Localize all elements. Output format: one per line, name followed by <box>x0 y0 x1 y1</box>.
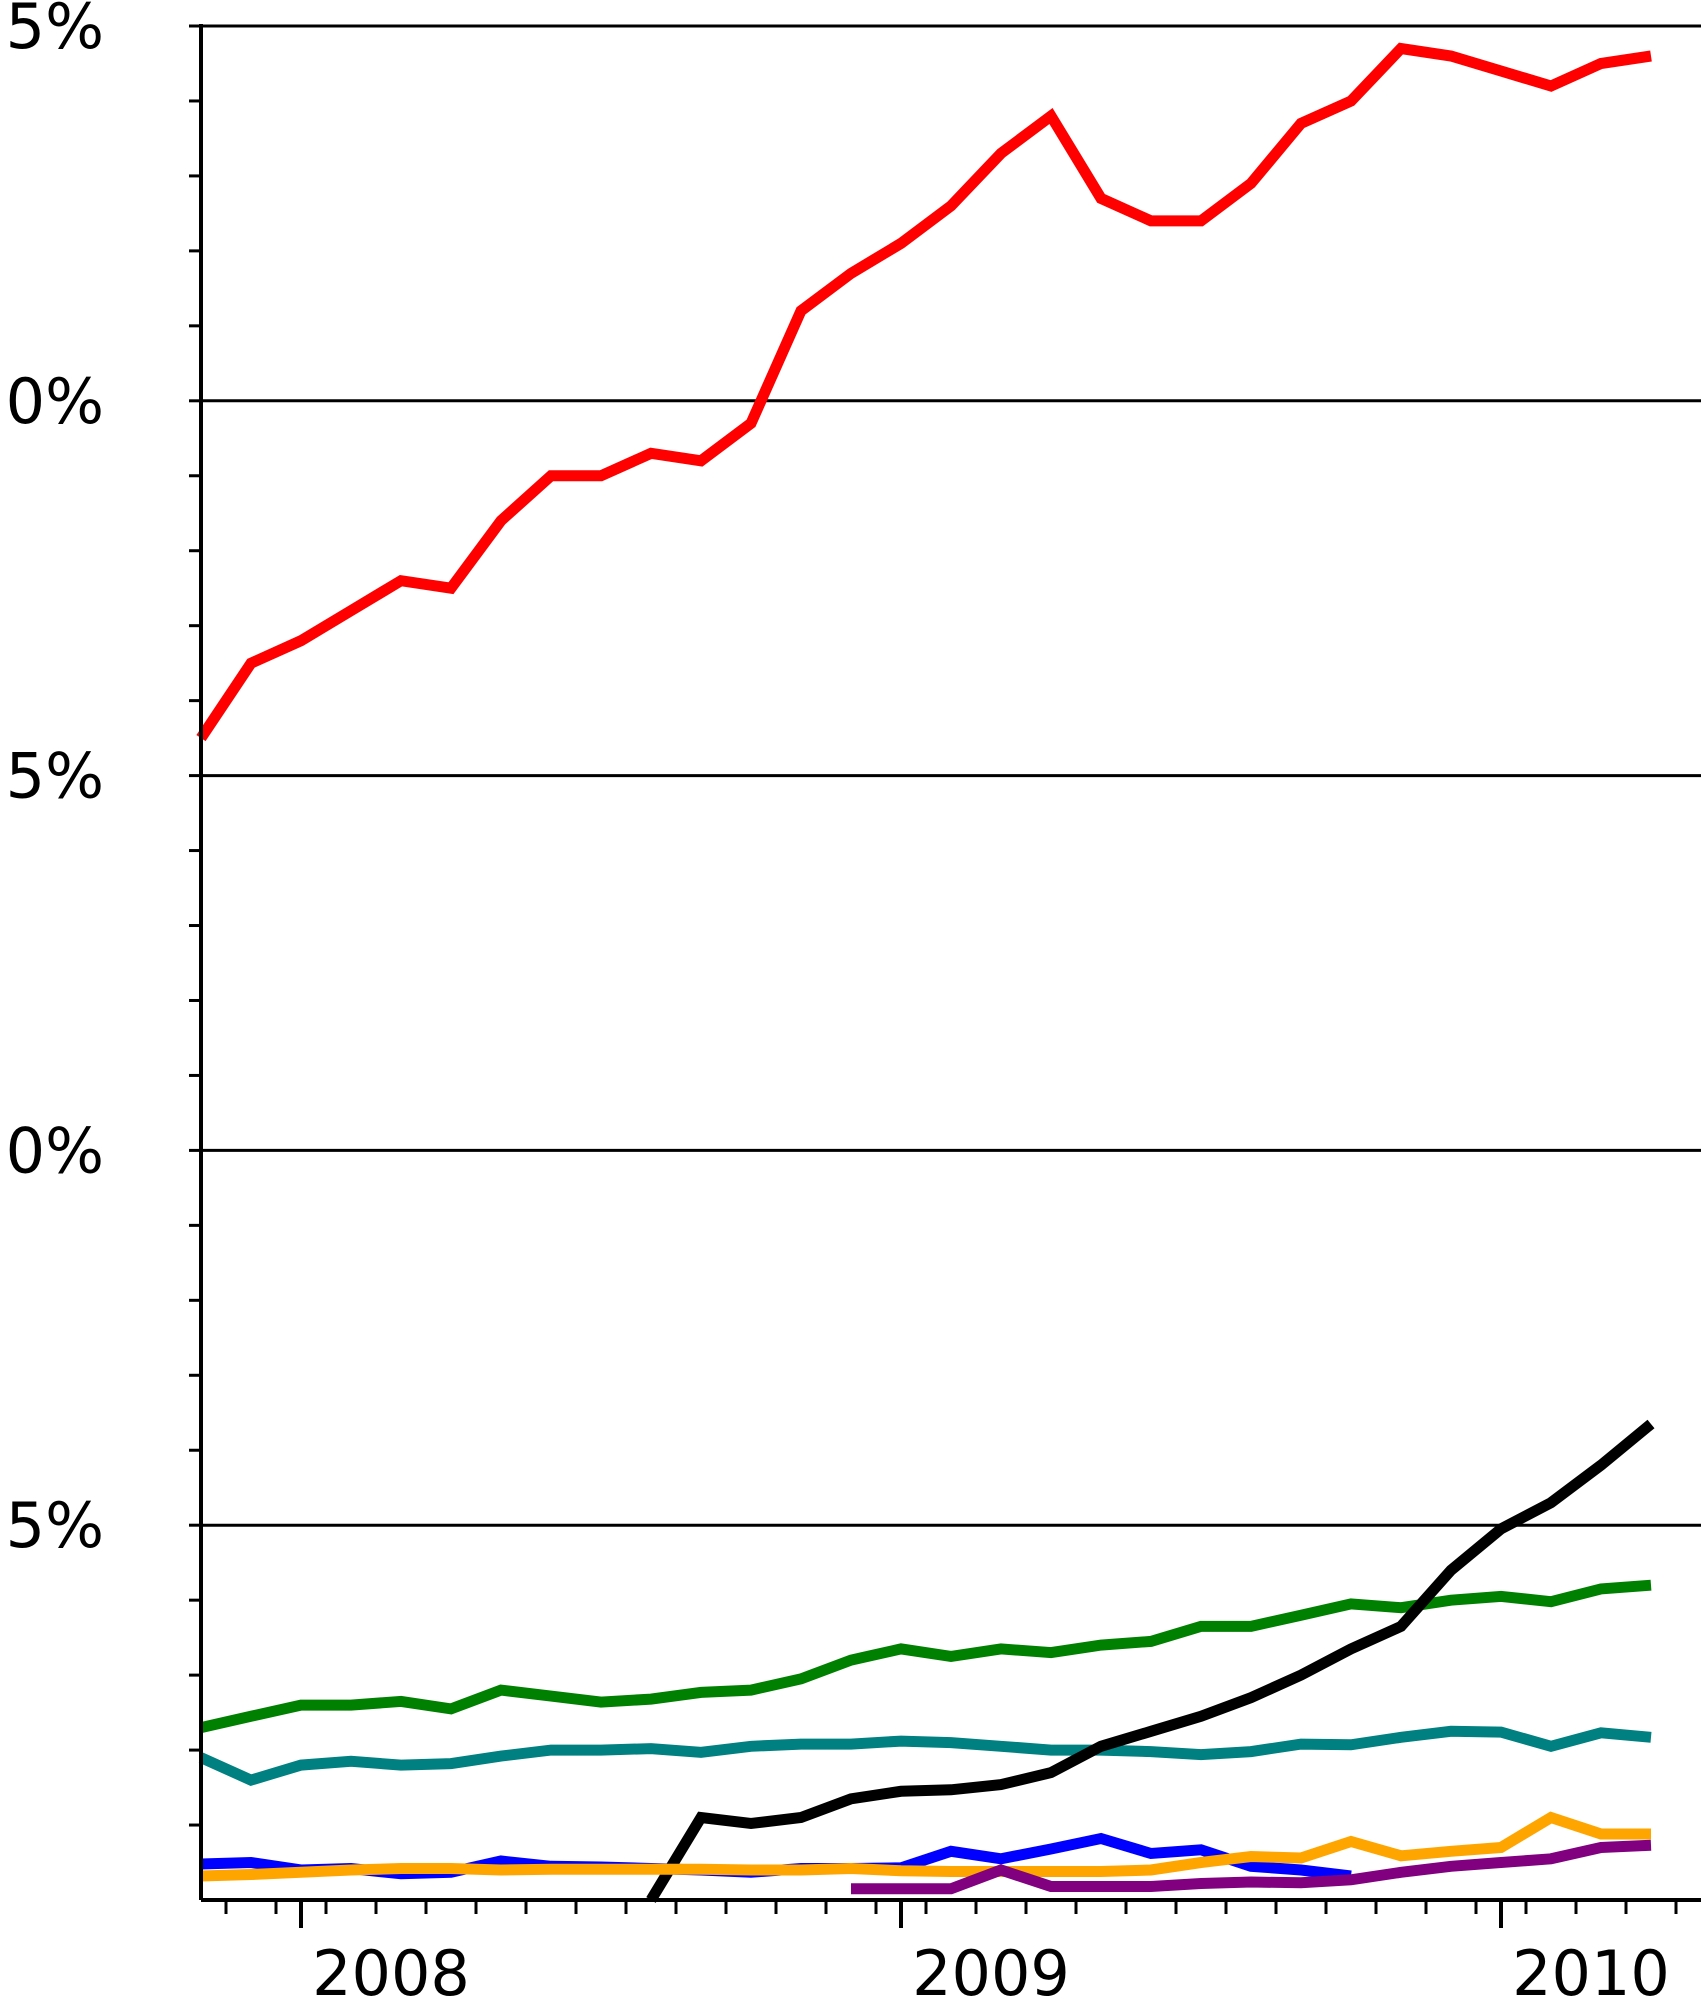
y-tick-label: 20% <box>0 365 104 438</box>
series-line-6 <box>200 1811 1651 1882</box>
x-tick-label: 2008 <box>312 1937 470 2004</box>
series-line-1 <box>196 42 1652 742</box>
y-tick-label: 5% <box>6 1489 104 1562</box>
y-tick-label: 15% <box>0 740 104 813</box>
x-tick-label: 2009 <box>912 1937 1070 2004</box>
series-line-4 <box>646 1419 1655 1903</box>
horizontal-gridlines <box>201 24 1701 1527</box>
series-line-3 <box>198 1725 1652 1786</box>
x-tick-label: 2010 <box>1512 1937 1670 2004</box>
series-line-2 <box>199 1579 1652 1733</box>
y-tick-label: 10% <box>0 1114 104 1187</box>
axes <box>199 24 1701 1902</box>
series-line-7 <box>851 1839 1652 1895</box>
tick-marks <box>189 24 1678 1928</box>
series-lines <box>196 42 1655 1903</box>
y-tick-label: 25% <box>0 0 104 63</box>
